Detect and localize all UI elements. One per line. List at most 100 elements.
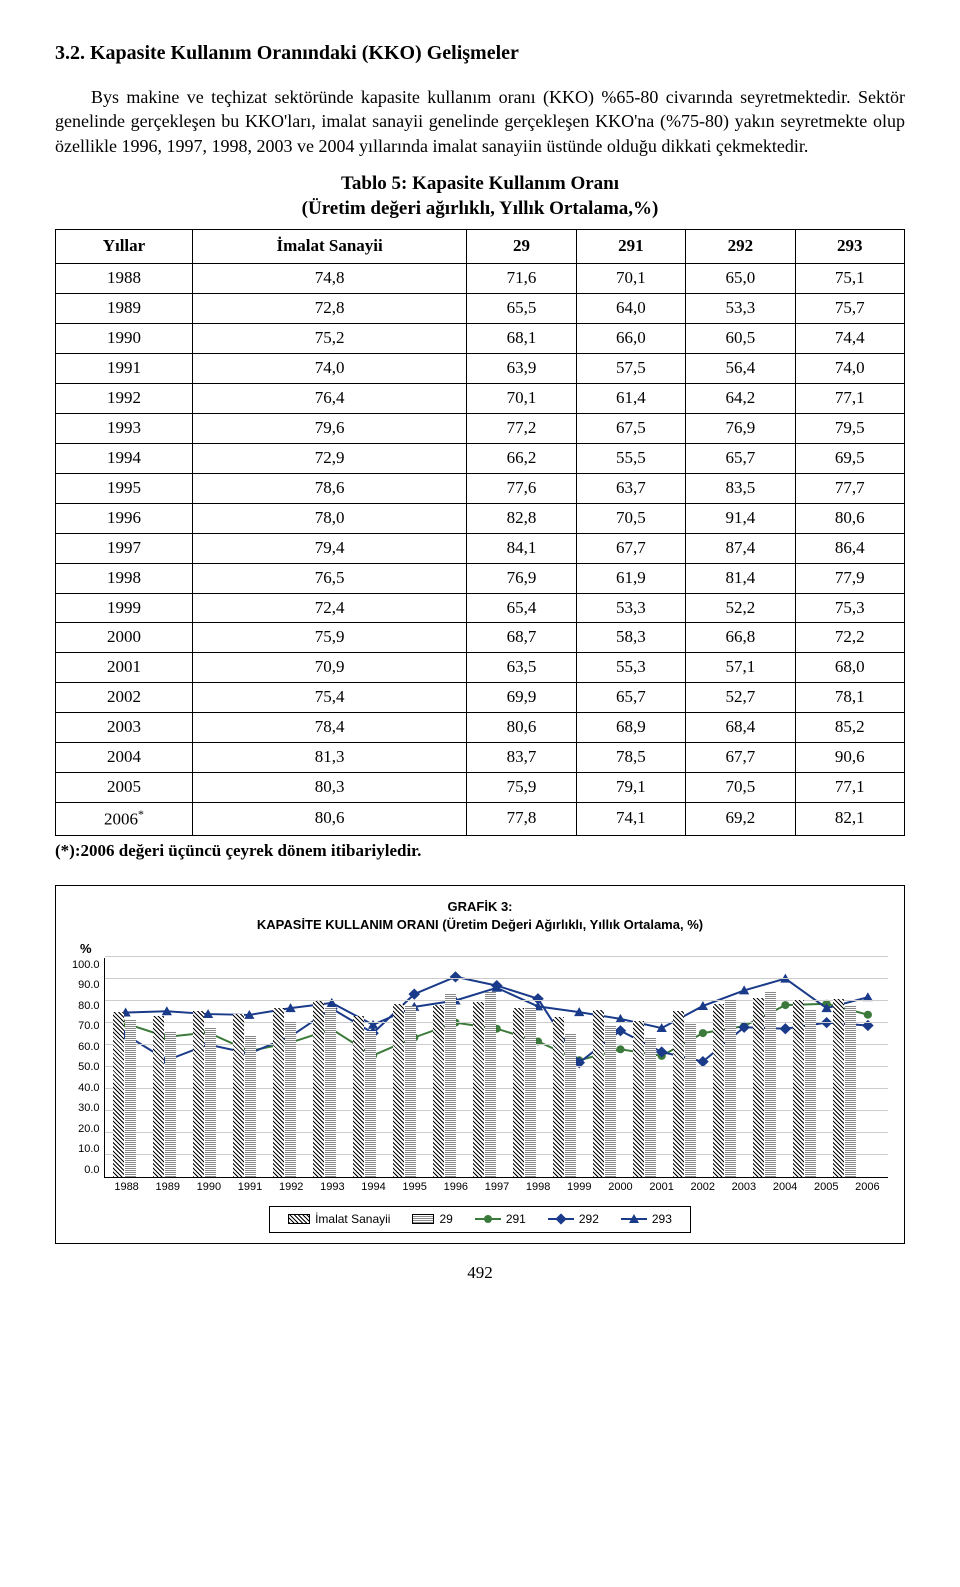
x-tick-label: 2005 [806,1180,847,1195]
y-tick-label: 90.0 [72,978,100,993]
table-cell: 82,1 [795,803,904,836]
bar-29 [685,1023,696,1177]
bar-29 [285,1022,296,1176]
bar-29 [805,1010,816,1177]
table-cell: 79,1 [576,773,685,803]
table-cell: 85,2 [795,713,904,743]
table-cell: 87,4 [686,533,795,563]
bar-29 [605,1025,616,1176]
table-cell: 77,1 [795,773,904,803]
bar-29 [485,992,496,1177]
table-cell: 55,5 [576,443,685,473]
table-cell: 70,5 [686,773,795,803]
table-cell: 90,6 [795,743,904,773]
bar-imalat [193,1011,204,1176]
table-cell: 75,7 [795,294,904,324]
page-number: 492 [55,1262,905,1285]
x-tick-label: 1988 [106,1180,147,1195]
bar-imalat [153,1016,164,1176]
bar-group [633,1021,656,1177]
legend-label-imalat: İmalat Sanayii [315,1211,390,1227]
table-cell: 64,0 [576,294,685,324]
paragraph-1: Bys makine ve teçhizat sektöründe kapasi… [55,85,905,158]
table-cell: 80,3 [192,773,466,803]
table-row: 199472,966,255,565,769,5 [56,443,905,473]
table-cell: 56,4 [686,354,795,384]
table-header-cell: 292 [686,230,795,264]
table-cell: 2006* [56,803,193,836]
table-cell: 72,9 [192,443,466,473]
bar-imalat [513,1008,524,1176]
y-tick-label: 60.0 [72,1040,100,1055]
table-cell: 1989 [56,294,193,324]
table-cell: 68,7 [467,623,576,653]
x-tick-label: 2006 [847,1180,888,1195]
bar-group [393,1004,416,1177]
table-cell: 71,6 [467,264,576,294]
y-tick-label: 80.0 [72,999,100,1014]
table-row: 199678,082,870,591,480,6 [56,503,905,533]
legend-swatch-29 [412,1214,434,1224]
bar-imalat [713,1004,724,1176]
bar-group [713,999,736,1176]
bar-group [433,994,456,1176]
legend-label-292: 292 [579,1211,599,1227]
bar-29 [565,1033,576,1177]
bar-29 [525,1007,536,1176]
table-cell: 65,0 [686,264,795,294]
table-cell: 77,6 [467,473,576,503]
table-cell: 69,2 [686,803,795,836]
x-tick-label: 2001 [641,1180,682,1195]
chart-container: GRAFİK 3: KAPASİTE KULLANIM ORANI (Üreti… [55,885,905,1244]
bar-29 [405,1006,416,1177]
x-tick-label: 1997 [476,1180,517,1195]
table-cell: 68,9 [576,713,685,743]
table-cell: 67,7 [686,743,795,773]
table-cell: 67,5 [576,413,685,443]
chart-legend: İmalat Sanayii 29 291 292 293 [269,1206,691,1232]
table-cell: 57,5 [576,354,685,384]
bar-imalat [393,1004,404,1177]
bar-29 [445,994,456,1176]
bar-imalat [313,1001,324,1176]
x-tick-label: 2000 [600,1180,641,1195]
bar-group [553,1017,576,1176]
table-cell: 77,8 [467,803,576,836]
table-cell: 72,8 [192,294,466,324]
legend-label-291: 291 [506,1211,526,1227]
table-header-cell: 293 [795,230,904,264]
x-tick-label: 1993 [312,1180,353,1195]
bar-group [313,1001,336,1176]
table-cell: 2005 [56,773,193,803]
table-title: Tablo 5: Kapasite Kullanım Oranı (Üretim… [55,172,905,221]
table-cell: 81,4 [686,563,795,593]
bar-29 [845,1005,856,1176]
table-cell: 66,0 [576,324,685,354]
table-row: 200580,375,979,170,577,1 [56,773,905,803]
bar-group [353,1016,376,1176]
table-cell: 1988 [56,264,193,294]
bar-imalat [833,999,844,1176]
table-cell: 77,1 [795,383,904,413]
legend-swatch-293 [621,1213,647,1225]
y-tick-label: 30.0 [72,1101,100,1116]
table-row: 200275,469,965,752,778,1 [56,683,905,713]
table-cell: 79,6 [192,413,466,443]
chart-title-line2: KAPASİTE KULLANIM ORANI (Üretim Değeri A… [257,917,703,932]
table-cell: 61,9 [576,563,685,593]
table-cell: 75,4 [192,683,466,713]
legend-label-293: 293 [652,1211,672,1227]
bar-group [473,992,496,1177]
legend-label-29: 29 [439,1211,452,1227]
table-cell: 76,4 [192,383,466,413]
y-tick-label: 100.0 [72,958,100,973]
table-cell: 2002 [56,683,193,713]
table-cell: 2003 [56,713,193,743]
table-cell: 74,1 [576,803,685,836]
table-cell: 70,1 [467,383,576,413]
table-row: 199174,063,957,556,474,0 [56,354,905,384]
legend-swatch-imalat [288,1214,310,1224]
table-cell: 80,6 [795,503,904,533]
table-cell: 65,5 [467,294,576,324]
table-cell: 72,2 [795,623,904,653]
